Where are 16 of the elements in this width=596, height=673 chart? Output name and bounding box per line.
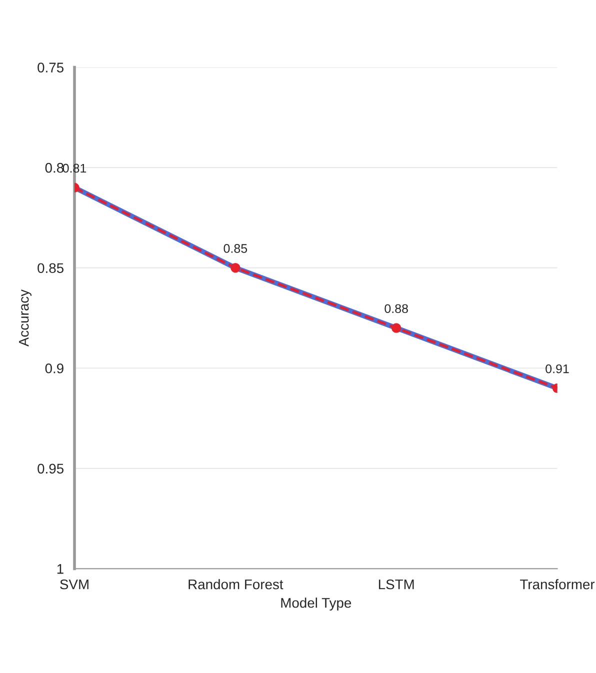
y-tick-label: 1	[57, 564, 64, 574]
y-axis-title: Accuracy	[19, 289, 32, 347]
x-tick-label: Transformer	[520, 579, 595, 590]
data-label: 0.85	[224, 244, 248, 253]
data-label: 0.81	[62, 164, 86, 173]
data-label: 0.91	[546, 364, 569, 374]
x-tick-label: Random Forest	[188, 579, 284, 590]
x-axis-title: Model Type	[281, 598, 352, 611]
data-label: 0.88	[384, 304, 408, 314]
x-tick-label: LSTM	[378, 579, 414, 590]
y-tick-label: 0.75	[38, 62, 64, 72]
y-tick-label: 0.8	[45, 162, 64, 173]
y-tick-label: 0.9	[45, 363, 64, 374]
y-tick-label: 0.95	[38, 464, 64, 474]
x-tick-label: SVM	[60, 579, 88, 590]
y-tick-label: 0.85	[38, 263, 64, 274]
